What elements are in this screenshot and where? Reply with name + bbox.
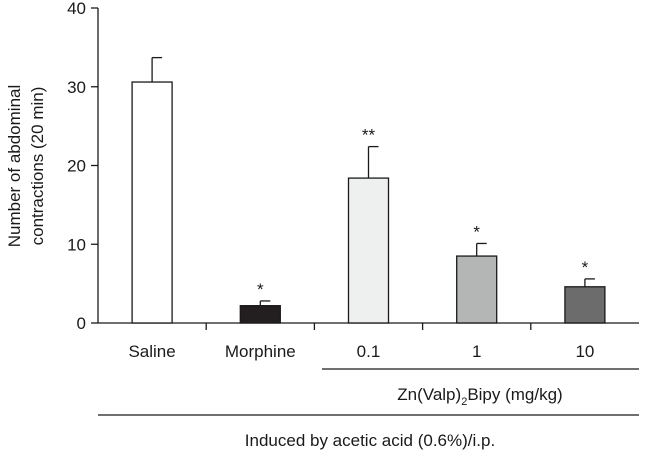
x-tick-label-1: Morphine [225,342,296,361]
x-axis-ticks [205,323,532,330]
y-tick-label-2: 20 [67,157,86,176]
y-tick-label-4: 40 [67,0,86,18]
x-axis-labels: Saline Morphine 0.1 1 10 [128,342,594,361]
bar-0 [131,81,173,324]
bar-4 [564,286,606,324]
x-tick-label-0: Saline [128,342,175,361]
x-tick-label-2: 0.1 [357,342,381,361]
y-tick-label-1: 10 [67,235,86,254]
significance-mark-4: * [582,258,589,277]
bar-1 [239,305,281,324]
group-label: Zn(Valp)2Bipy (mg/kg) [397,385,562,408]
y-tick-label-3: 30 [67,78,86,97]
significance-mark-1: * [257,280,264,299]
y-axis-ticks: 0 10 20 30 40 [67,0,98,333]
x-tick-label-4: 10 [575,342,594,361]
y-tick-label-0: 0 [77,314,86,333]
group-label-main: Zn(Valp) [397,385,461,404]
y-axis-label-line2: contractions (20 min) [28,87,47,246]
bars: ***** [131,56,606,324]
bar-3 [456,255,498,324]
group-label-tail: Bipy (mg/kg) [467,385,562,404]
significance-mark-3: * [473,222,480,241]
bar-2 [347,177,390,324]
bottom-label: Induced by acetic acid (0.6%)/i.p. [245,431,495,450]
group-label-sub: 2 [461,396,467,408]
y-axis-label-line1: Number of abdominal [5,85,24,248]
x-tick-label-3: 1 [472,342,481,361]
significance-mark-2: ** [362,126,376,145]
